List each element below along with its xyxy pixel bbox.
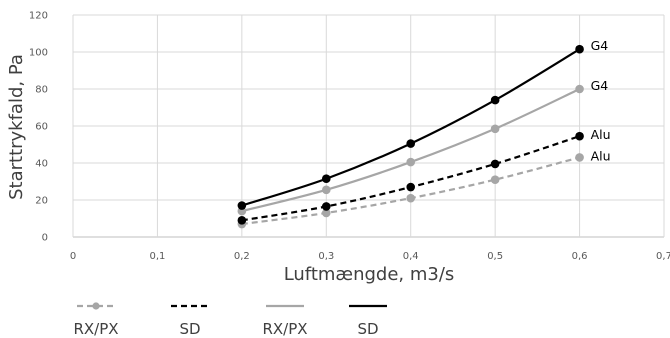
series-end-labels: Alu Alu G4 G4 [591,38,611,163]
y-axis-title: Starttrykfald, Pa [6,54,27,200]
series-1 [237,131,584,225]
legend-label: RX/PX [262,320,307,338]
data-series [237,44,584,229]
y-tick-label: 40 [35,159,48,170]
data-point [237,216,247,225]
x-tick-label: 0,6 [572,251,588,262]
data-point [490,95,500,105]
y-tick-label: 100 [29,48,48,59]
y-tick-label: 120 [29,11,48,22]
legend-marker [92,302,100,310]
data-point [406,139,416,148]
legend: RX/PX SD RX/PX SD [73,302,387,338]
data-point [237,201,247,210]
data-point [321,174,331,184]
x-tick-label: 0,4 [403,251,419,262]
x-tick-label: 0,5 [487,251,503,262]
legend-label: SD [179,320,200,338]
gridlines [72,14,665,238]
data-point [406,157,416,167]
x-axis-title: Luftmængde, m3/s [284,264,455,285]
data-point [406,193,416,203]
series-end-label: G4 [591,78,609,93]
y-tick-label: 60 [35,122,48,133]
legend-label: SD [357,320,378,338]
data-point [490,124,500,134]
data-point [321,202,331,211]
x-axis-ticks: 0 0,1 0,2 0,3 0,4 0,5 0,6 0,7 [70,251,670,262]
series-0 [237,153,584,229]
data-point [406,182,416,192]
series-end-label: Alu [591,127,611,142]
series-end-label: Alu [591,148,611,163]
y-tick-label: 20 [35,196,48,207]
data-point [575,131,584,141]
data-point [575,153,584,162]
x-tick-label: 0,1 [149,251,165,262]
y-axis-ticks: 0 20 40 60 80 100 120 [29,11,48,244]
data-point [321,185,331,195]
x-tick-label: 0 [70,251,76,262]
series-3 [237,44,584,210]
y-tick-label: 80 [35,85,48,96]
data-point [321,208,331,218]
x-tick-label: 0,3 [318,251,334,262]
legend-label: RX/PX [73,320,118,338]
data-point [490,175,500,184]
data-point [490,159,500,169]
series-end-label: G4 [591,38,609,53]
series-2 [237,84,584,216]
y-tick-label: 0 [42,233,48,244]
x-tick-label: 0,2 [234,251,250,262]
data-point [575,44,584,54]
x-tick-label: 0,7 [656,251,670,262]
data-point [575,84,584,94]
